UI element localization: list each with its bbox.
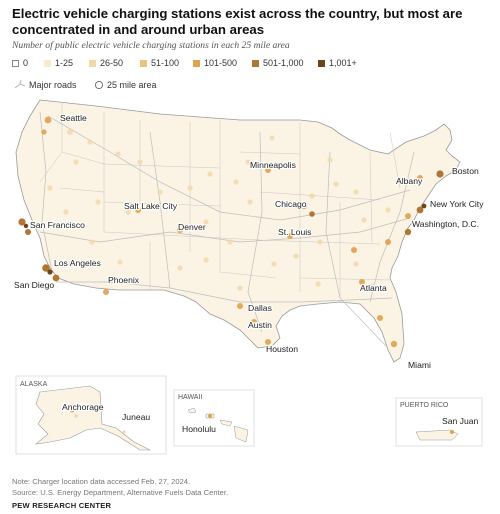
legend-area: 25 mile area [94, 80, 157, 90]
inset-label-hawaii: HAWAII [178, 394, 202, 401]
city-labels: Seattle Seattle Minneapolis Minneapolis … [13, 112, 486, 371]
city-juneau: Juneau [122, 412, 150, 422]
legend-item-2: 26-50 [89, 58, 123, 68]
city-miami: Miami [408, 360, 431, 370]
city-dallas: Dallas [248, 303, 272, 313]
svg-text:Juneau: Juneau [122, 412, 150, 422]
alaska-inset: ALASKA Anchorage Anchorage Juneau Juneau [15, 375, 167, 455]
svg-text:Phoenix: Phoenix [108, 275, 140, 285]
svg-text:Salt Lake City: Salt Lake City [124, 201, 178, 211]
contiguous-us-outline [15, 99, 461, 363]
note-text: Note: Charger location data accessed Feb… [12, 477, 191, 486]
svg-text:Boston: Boston [452, 166, 479, 176]
legend-swatch [89, 59, 96, 67]
city-austin: Austin [248, 320, 272, 330]
city-san-diego: San Diego [14, 280, 54, 290]
svg-text:Minneapolis: Minneapolis [250, 160, 296, 170]
legend-roads: Major roads [14, 80, 77, 90]
svg-text:Denver: Denver [178, 222, 206, 232]
alaska-shape [34, 385, 151, 451]
city-denver: Denver [178, 222, 206, 232]
svg-text:Honolulu: Honolulu [182, 424, 216, 434]
svg-text:Washington, D.C.: Washington, D.C. [412, 219, 479, 229]
city-honolulu: Honolulu [182, 424, 216, 434]
major-roads [39, 111, 415, 349]
svg-text:Anchorage: Anchorage [62, 402, 104, 412]
charging-hexes-light [47, 129, 391, 291]
legend-swatch [318, 59, 325, 67]
legend-area-label: 25 mile area [107, 80, 157, 90]
city-st-louis: St. Louis [278, 227, 311, 237]
city-chicago: Chicago [275, 199, 307, 209]
city-albany: Albany [396, 176, 423, 186]
chart-subtitle: Number of public electric vehicle chargi… [12, 40, 290, 51]
city-san-juan: San Juan [442, 416, 479, 426]
svg-text:San Juan: San Juan [442, 416, 479, 426]
svg-text:Los Angeles: Los Angeles [54, 258, 101, 268]
legend-item-5: 501-1,000 [252, 58, 304, 68]
area-circle-icon [94, 80, 104, 90]
legend-label: 1,001+ [329, 58, 357, 68]
legend-label: 0 [23, 58, 29, 68]
legend-swatch [252, 59, 259, 67]
city-minneapolis: Minneapolis [250, 160, 296, 170]
city-washington-dc: Washington, D.C. [412, 219, 479, 229]
svg-text:San Francisco: San Francisco [30, 220, 85, 230]
legend: 0 1-25 26-50 51-100 101-500 501-1,000 1,… [12, 58, 492, 94]
legend-label: 101-500 [204, 58, 238, 68]
city-new-york: New York City [430, 199, 484, 209]
legend-roads-label: Major roads [29, 80, 77, 90]
svg-text:San Diego: San Diego [14, 280, 54, 290]
charging-hexes-darkest [23, 203, 427, 275]
legend-item-3: 51-100 [140, 58, 179, 68]
legend-swatch [140, 59, 147, 67]
city-san-francisco: San Francisco [30, 220, 85, 230]
road-icon [14, 80, 26, 89]
legend-swatch [193, 59, 200, 67]
svg-text:Dallas: Dallas [248, 303, 272, 313]
chart-title: Electric vehicle charging stations exist… [12, 6, 463, 37]
legend-label: 26-50 [100, 58, 124, 68]
charging-hexes-mid [41, 116, 423, 348]
puerto-rico-inset: PUERTO RICO San Juan San Juan [395, 397, 483, 447]
legend-label: 1-25 [55, 58, 74, 68]
footnote: Note: Charger location data accessed Feb… [12, 476, 228, 498]
legend-label: 51-100 [151, 58, 180, 68]
svg-text:Chicago: Chicago [275, 199, 307, 209]
svg-text:Miami: Miami [408, 360, 431, 370]
legend-item-6: 1,001+ [318, 58, 357, 68]
city-houston: Houston [266, 344, 298, 354]
us-map: Seattle Seattle Minneapolis Minneapolis … [13, 99, 486, 455]
inset-label-puerto-rico: PUERTO RICO [400, 402, 449, 409]
legend-label: 501-1,000 [263, 58, 304, 68]
city-salt-lake-city: Salt Lake City [124, 201, 178, 211]
svg-text:Houston: Houston [266, 344, 298, 354]
inset-label-alaska: ALASKA [20, 381, 48, 388]
legend-swatch [12, 59, 19, 67]
charging-hexes-dark [18, 170, 444, 282]
svg-text:New York City: New York City [430, 199, 484, 209]
svg-text:St. Louis: St. Louis [278, 227, 311, 237]
legend-item-0: 0 [12, 58, 28, 68]
legend-item-4: 101-500 [193, 58, 237, 68]
city-boston: Boston [452, 166, 479, 176]
brand-logo-text: PEW RESEARCH CENTER [12, 501, 112, 510]
svg-text:Atlanta: Atlanta [360, 283, 387, 293]
city-los-angeles: Los Angeles [54, 258, 101, 268]
svg-text:Austin: Austin [248, 320, 272, 330]
svg-text:Albany: Albany [396, 176, 423, 186]
city-anchorage: Anchorage [62, 402, 104, 412]
legend-item-1: 1-25 [44, 58, 73, 68]
legend-swatch [44, 59, 51, 67]
city-phoenix: Phoenix [108, 275, 140, 285]
svg-text:Seattle: Seattle [60, 113, 87, 123]
hawaii-inset: HAWAII Honolulu Honolulu [173, 389, 255, 447]
city-seattle: Seattle [60, 113, 87, 123]
city-atlanta: Atlanta [360, 283, 387, 293]
source-text: Source: U.S. Energy Department, Alternat… [12, 488, 229, 497]
